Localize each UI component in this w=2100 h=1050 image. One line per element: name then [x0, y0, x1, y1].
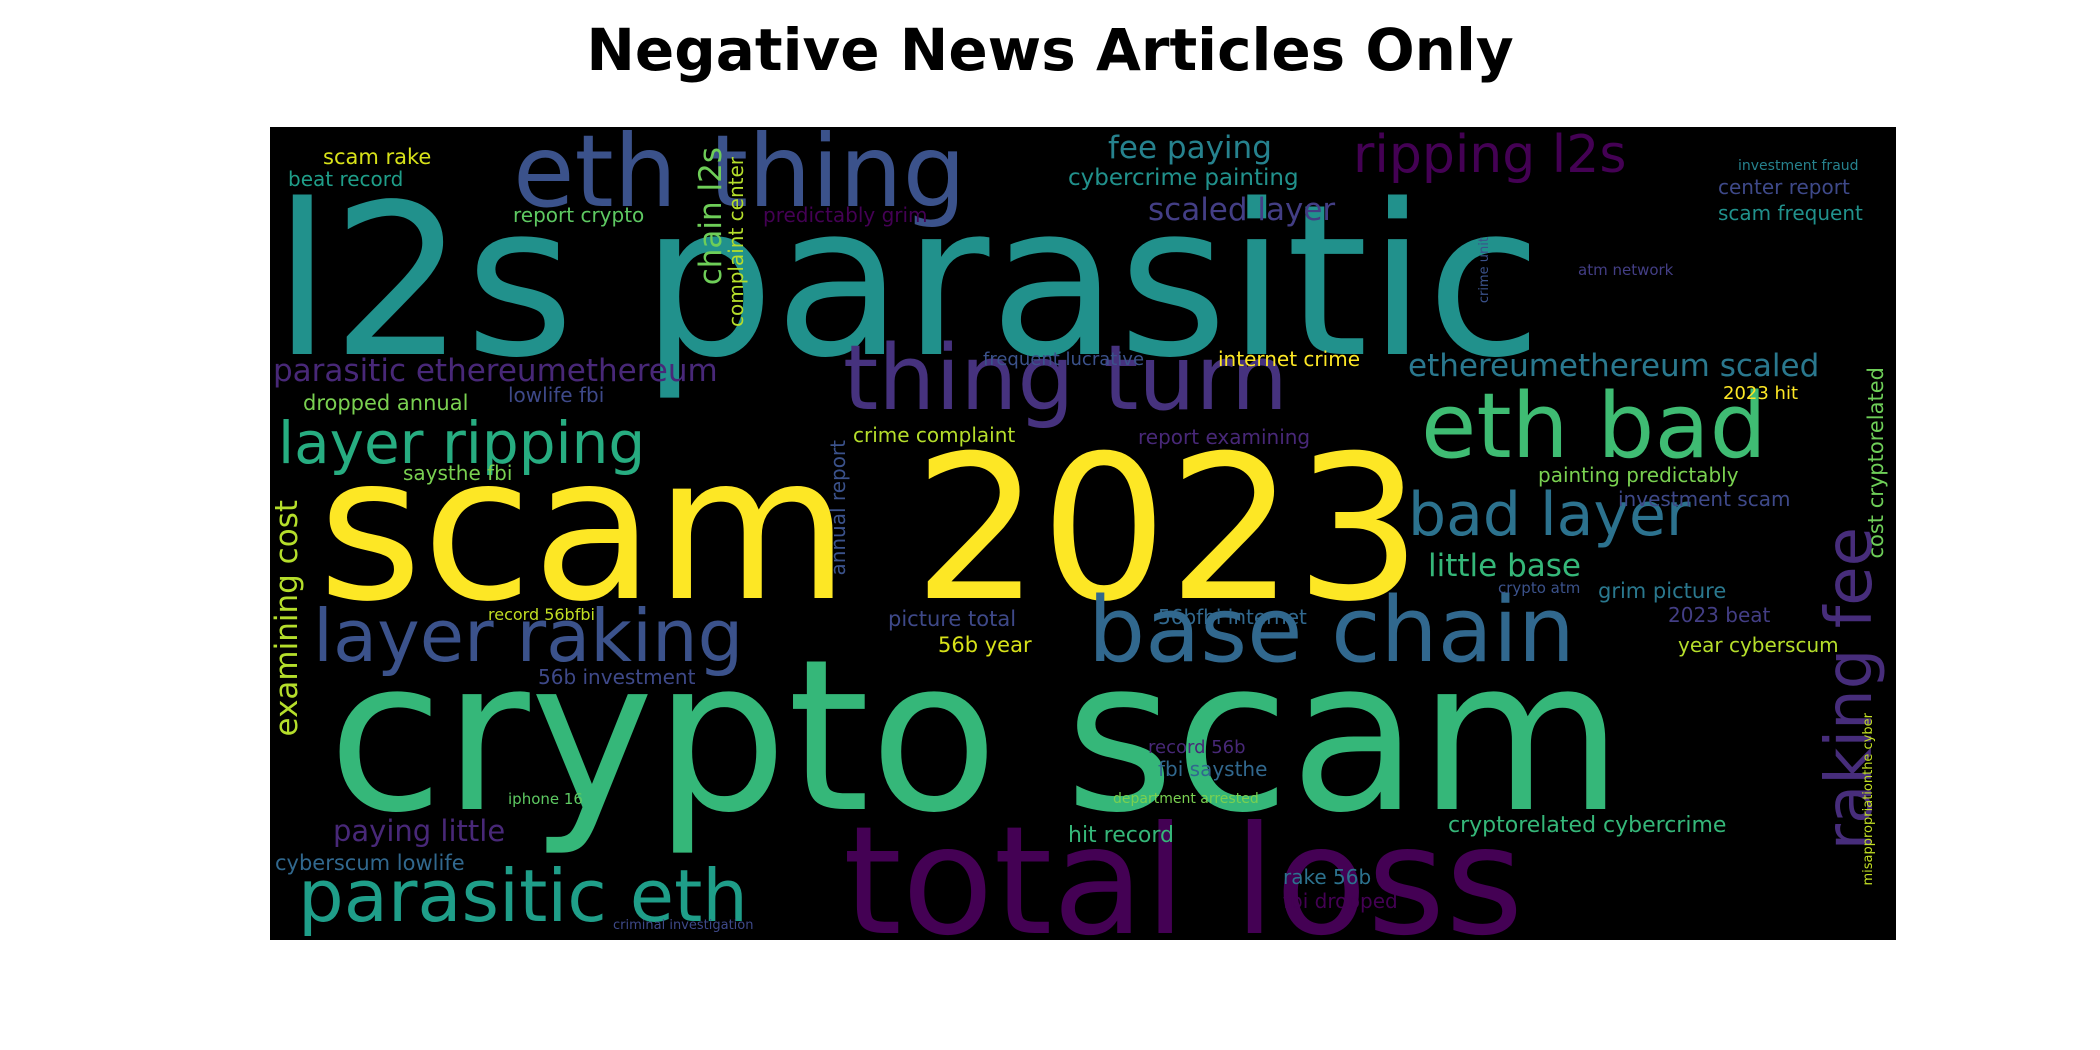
word: crime complaint: [853, 423, 1016, 447]
word: internet crime: [1218, 347, 1360, 371]
word: report examining: [1138, 425, 1311, 449]
word: total loss: [843, 795, 1524, 940]
word: department arrested: [1113, 791, 1259, 807]
word: iphone 16: [508, 790, 583, 808]
word: chain l2s: [693, 147, 729, 286]
word: base chain: [1088, 578, 1575, 683]
word: record 56b: [1148, 737, 1246, 758]
word: scam rake: [323, 145, 432, 169]
word: parasitic eth: [298, 854, 748, 938]
word: 2023 beat: [1668, 603, 1771, 627]
word: scam 2023: [318, 413, 1423, 646]
word: investment scam: [1618, 487, 1791, 511]
word: fee paying: [1108, 130, 1272, 166]
word: l2s parasitic: [273, 159, 1543, 404]
word: cybercrime painting: [1068, 165, 1299, 191]
word: annual report: [826, 440, 850, 576]
word: saysthe fbi: [403, 461, 513, 485]
word: cyberscum lowlife: [275, 851, 465, 875]
word: eth thing: [513, 127, 967, 230]
word: picture total: [888, 607, 1017, 631]
word: 2023 hit: [1723, 383, 1798, 404]
word: lowlife fbi: [508, 383, 605, 407]
word: cost cryptorelated: [1864, 367, 1888, 559]
word: frequent lucrative: [983, 349, 1145, 370]
word: predictably grim: [763, 203, 928, 227]
word: grim picture: [1598, 579, 1727, 603]
word: 56b investment: [538, 665, 696, 689]
word: painting predictably: [1538, 463, 1739, 487]
word: center report: [1718, 175, 1850, 199]
word: atm network: [1578, 261, 1674, 279]
word: parasitic ethereumethereum: [273, 353, 718, 389]
word: scam frequent: [1718, 201, 1863, 225]
word: year cyberscum: [1678, 633, 1839, 657]
word: record 56bfbi: [488, 605, 595, 624]
word: ethereumethereum scaled: [1408, 348, 1820, 384]
word: rake 56b: [1283, 865, 1372, 889]
word: thing turn: [843, 326, 1288, 431]
word: ripping l2s: [1353, 127, 1627, 185]
word-cloud: l2s parasitic scam 2023 crypto scam tota…: [270, 127, 1896, 940]
word: report crypto: [513, 203, 645, 227]
word: layer ripping: [278, 409, 646, 477]
word: crypto atm: [1498, 579, 1581, 597]
word: crypto scam: [328, 614, 1624, 859]
word: 56b year: [938, 633, 1032, 657]
word: fbi dropped: [1283, 889, 1398, 913]
word: misappropriationthe cyber: [1861, 713, 1876, 886]
word: eth bad: [1421, 374, 1767, 479]
word: 56bfbi internet: [1158, 605, 1307, 629]
word: paying little: [333, 814, 506, 848]
word: complaint center: [724, 157, 748, 327]
word: scaled layer: [1148, 192, 1336, 228]
word: cryptorelated cybercrime: [1448, 813, 1727, 838]
word: examining cost: [270, 500, 305, 737]
word: layer raking: [313, 594, 744, 678]
word: dropped annual: [303, 391, 469, 415]
word: bad layer: [1408, 480, 1691, 550]
word: little base: [1428, 548, 1581, 584]
word: investment fraud: [1738, 158, 1859, 174]
word: hit record: [1068, 823, 1174, 848]
word: beat record: [288, 167, 404, 191]
word: criminal investigation: [613, 918, 754, 933]
word: fbi saysthe: [1158, 757, 1268, 781]
word: crime unit: [1477, 237, 1492, 304]
chart-title: Negative News Articles Only: [586, 16, 1514, 84]
